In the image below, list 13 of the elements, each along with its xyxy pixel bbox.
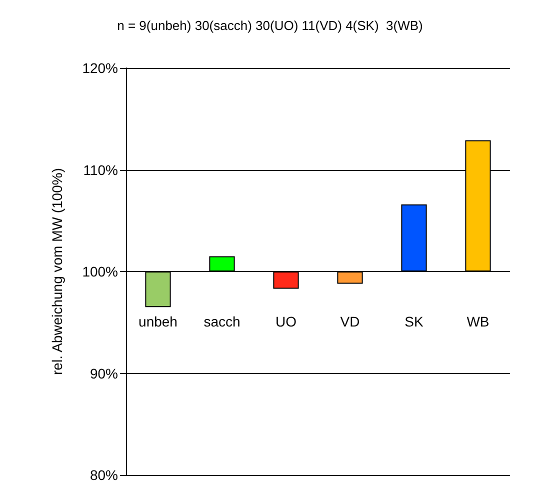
x-tick-label: UO [276,313,297,330]
y-tick-label: 80% [90,467,118,483]
x-tick-label: unbeh [138,313,178,330]
y-axis-title: rel. Abweichung vom MW (100%) [49,168,65,375]
chart-title: n = 9(unbeh) 30(sacch) 30(UO) 11(VD) 4(SK) 3(WB) [117,18,423,33]
y-tick-label: 110% [83,162,118,178]
y-tick-label: 100% [82,264,118,280]
x-tick-label: VD [340,313,360,330]
x-tick-label: WB [466,313,490,330]
y-tick-label: 90% [90,365,118,382]
x-tick-label: sacch [204,313,240,330]
y-tick-label: 120% [82,60,118,76]
x-tick-label: SK [404,313,424,330]
